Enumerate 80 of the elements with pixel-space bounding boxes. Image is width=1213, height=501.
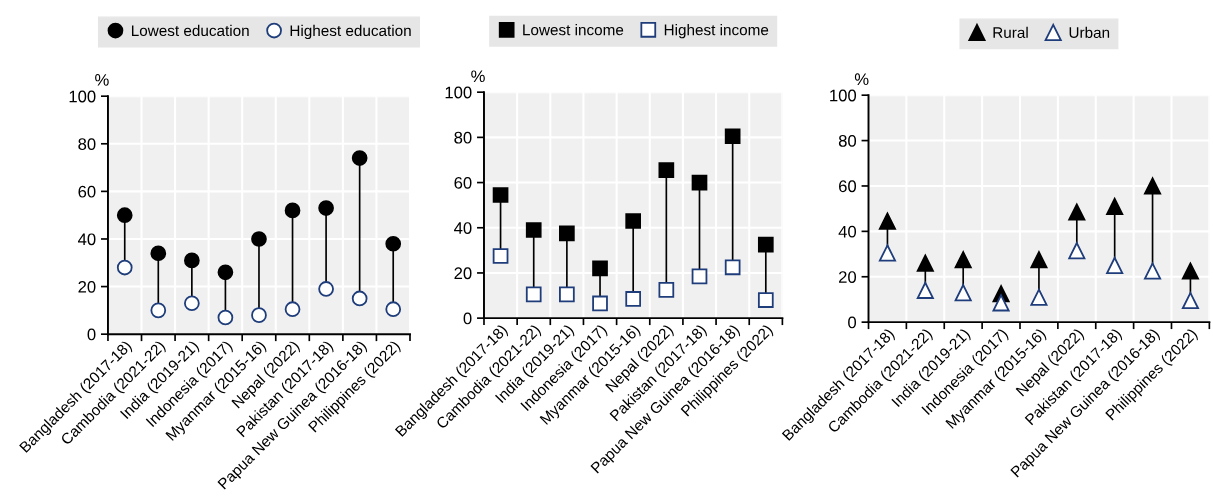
y-tick-label: 60 — [454, 176, 472, 189]
point — [592, 295, 608, 312]
point — [1068, 242, 1086, 260]
point — [251, 307, 267, 323]
point — [658, 162, 675, 178]
point — [318, 200, 334, 216]
point — [217, 264, 234, 281]
point — [284, 202, 301, 219]
y-tick-label: 0 — [463, 312, 472, 325]
point — [757, 292, 774, 308]
point — [184, 252, 200, 269]
point — [916, 254, 934, 272]
point — [625, 213, 642, 229]
point — [559, 286, 575, 303]
point — [525, 222, 542, 238]
point — [150, 302, 167, 319]
y-tick-label: 20 — [839, 271, 857, 283]
y-tick-label: 80 — [454, 131, 472, 144]
point — [954, 251, 972, 269]
point — [1030, 251, 1048, 269]
point — [1106, 256, 1124, 274]
point — [318, 281, 334, 297]
point — [351, 150, 368, 166]
point — [492, 248, 509, 264]
y-tick-label: 40 — [838, 225, 857, 238]
point — [625, 291, 642, 307]
y-tick-label: 100 — [69, 90, 96, 103]
y-tick-label: 40 — [454, 222, 472, 234]
point — [757, 236, 774, 253]
y-tick-label: 40 — [78, 233, 96, 246]
point — [184, 295, 200, 312]
point — [284, 301, 301, 318]
point — [1068, 203, 1086, 221]
point — [691, 174, 708, 191]
point — [116, 207, 133, 224]
point — [992, 294, 1010, 312]
point — [251, 231, 267, 247]
legend-label: Urban — [1069, 26, 1110, 39]
y-tick-label: 60 — [839, 180, 857, 193]
point — [691, 268, 708, 285]
point — [878, 244, 896, 262]
y-tick-label: 0 — [87, 328, 96, 341]
point — [592, 260, 608, 277]
point — [385, 235, 402, 252]
point — [559, 225, 575, 242]
point — [954, 284, 972, 302]
point — [1030, 288, 1048, 306]
point — [525, 286, 542, 303]
point — [351, 290, 368, 307]
point — [217, 309, 234, 326]
y-tick-label: 20 — [454, 267, 472, 280]
y-axis-title: % — [854, 73, 869, 86]
legend-label: Rural — [993, 26, 1028, 39]
point — [492, 187, 509, 203]
point — [658, 282, 675, 298]
y-tick-label: 100 — [445, 86, 472, 99]
point — [1144, 177, 1162, 195]
y-tick-label: 100 — [830, 89, 857, 102]
y-tick-label: 60 — [78, 185, 96, 198]
y-tick-label: 80 — [838, 134, 857, 147]
point — [1181, 292, 1199, 310]
point — [1106, 197, 1124, 215]
y-tick-label: 20 — [78, 280, 96, 293]
point — [1144, 262, 1162, 280]
y-tick-label: 80 — [78, 138, 96, 150]
point — [724, 259, 741, 276]
point — [916, 281, 934, 299]
point — [385, 301, 402, 318]
y-axis-title: % — [471, 70, 485, 83]
point — [724, 128, 741, 145]
legend-label: Highest income — [664, 24, 769, 39]
y-axis-title: % — [95, 74, 109, 86]
y-tick-label: 0 — [848, 316, 857, 329]
legend-label: Highest education — [290, 24, 411, 40]
point — [150, 245, 167, 262]
point — [1181, 262, 1199, 280]
legend-label: Lowest education — [131, 24, 249, 37]
point — [878, 212, 896, 230]
legend-label: Lowest income — [523, 24, 624, 36]
point — [116, 259, 133, 276]
